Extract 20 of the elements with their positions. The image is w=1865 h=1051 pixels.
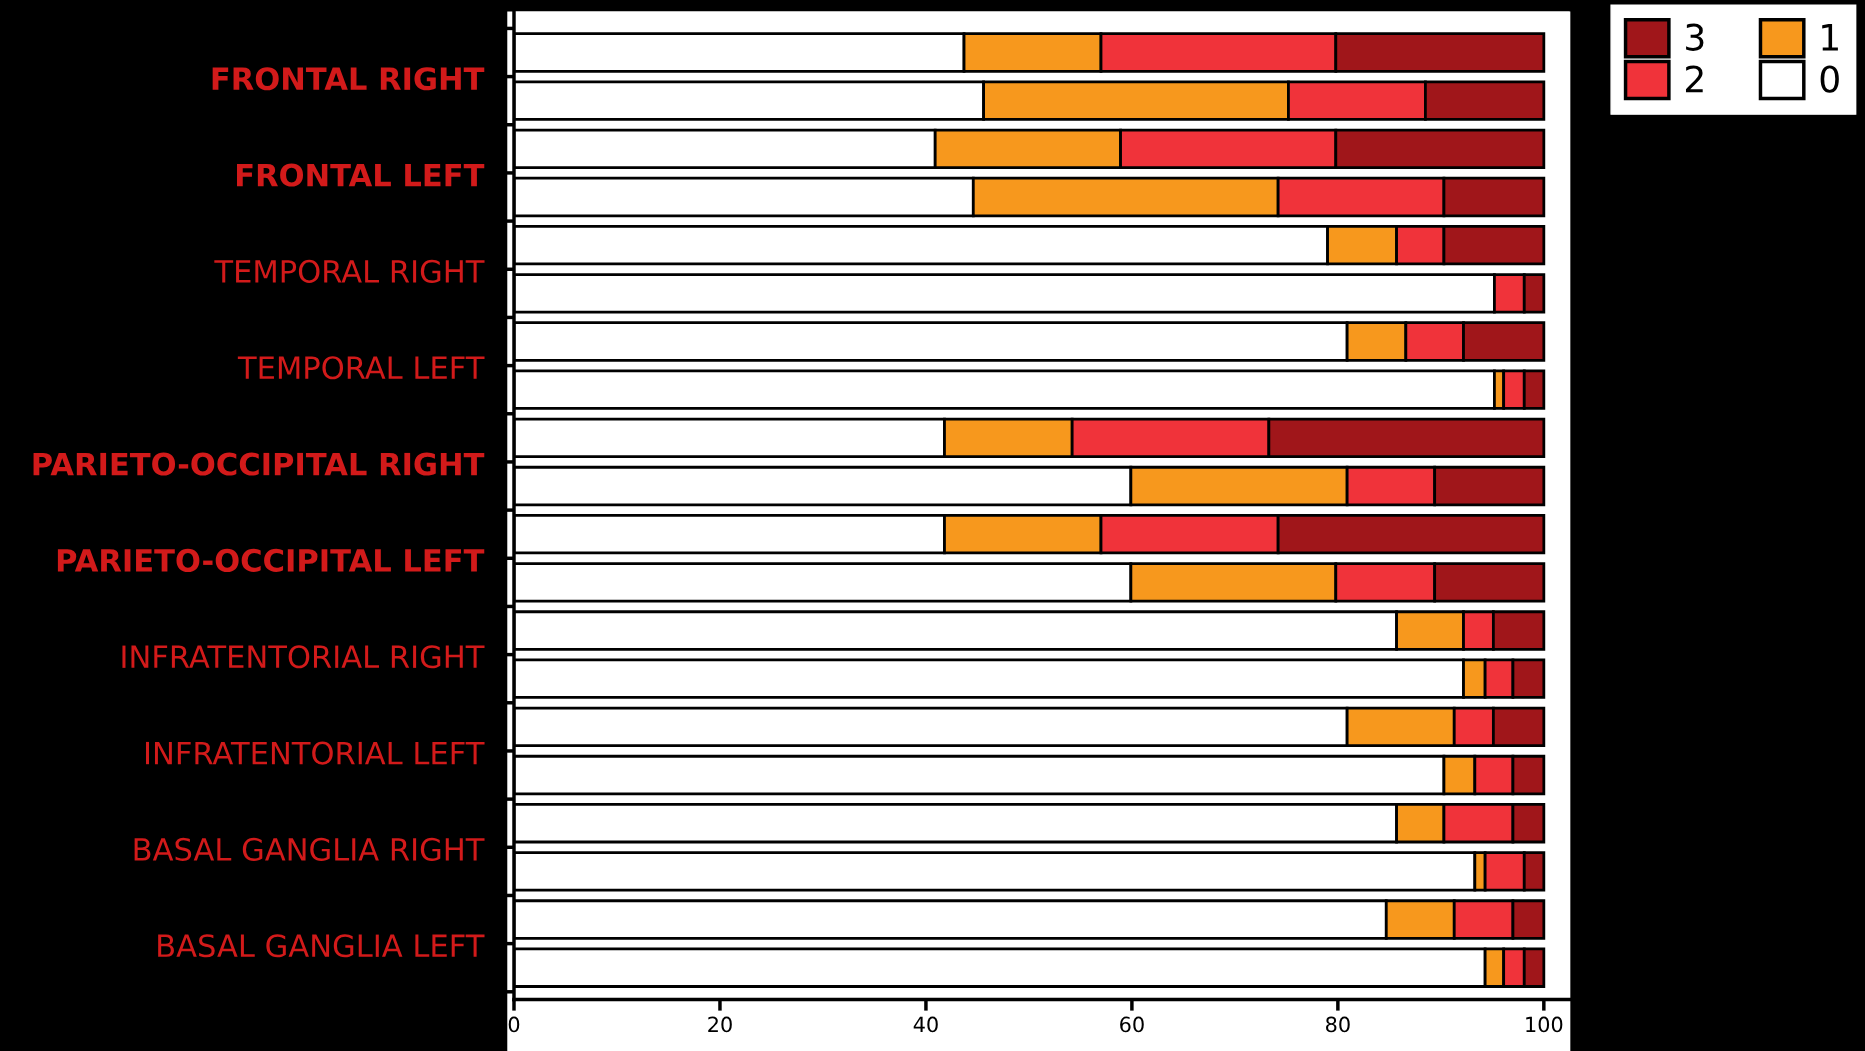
y-tick-label: FRONTAL RIGHT xyxy=(212,67,485,91)
y-tick-label: PARIETO-OCCIPITAL RIGHT xyxy=(33,452,485,476)
legend-label: 2 xyxy=(1685,65,1703,93)
legend-label: 3 xyxy=(1686,23,1704,51)
y-tick-label: PARIETO-OCCIPITAL LEFT xyxy=(57,548,485,572)
y-tick-label: INFRATENTORIAL LEFT xyxy=(145,741,485,765)
x-tick-label: 0 xyxy=(508,1016,520,1033)
x-tick-label: 60 xyxy=(1120,1016,1144,1033)
x-tick-label: 100 xyxy=(1526,1016,1563,1033)
y-tick-label: TEMPORAL LEFT xyxy=(237,356,485,380)
y-tick-label: INFRATENTORIAL RIGHT xyxy=(122,645,485,669)
y-tick-label: TEMPORAL RIGHT xyxy=(214,259,485,283)
y-tick-label: BASAL GANGLIA RIGHT xyxy=(134,837,485,861)
y-tick-label: BASAL GANGLIA LEFT xyxy=(158,934,485,958)
legend-label: 1 xyxy=(1822,24,1838,51)
x-tick-label: 40 xyxy=(913,1016,938,1033)
y-tick-label: FRONTAL LEFT xyxy=(237,163,485,187)
x-tick-label: 20 xyxy=(708,1016,732,1033)
x-tick-label: 80 xyxy=(1326,1016,1350,1033)
legend-label: 0 xyxy=(1820,65,1839,93)
